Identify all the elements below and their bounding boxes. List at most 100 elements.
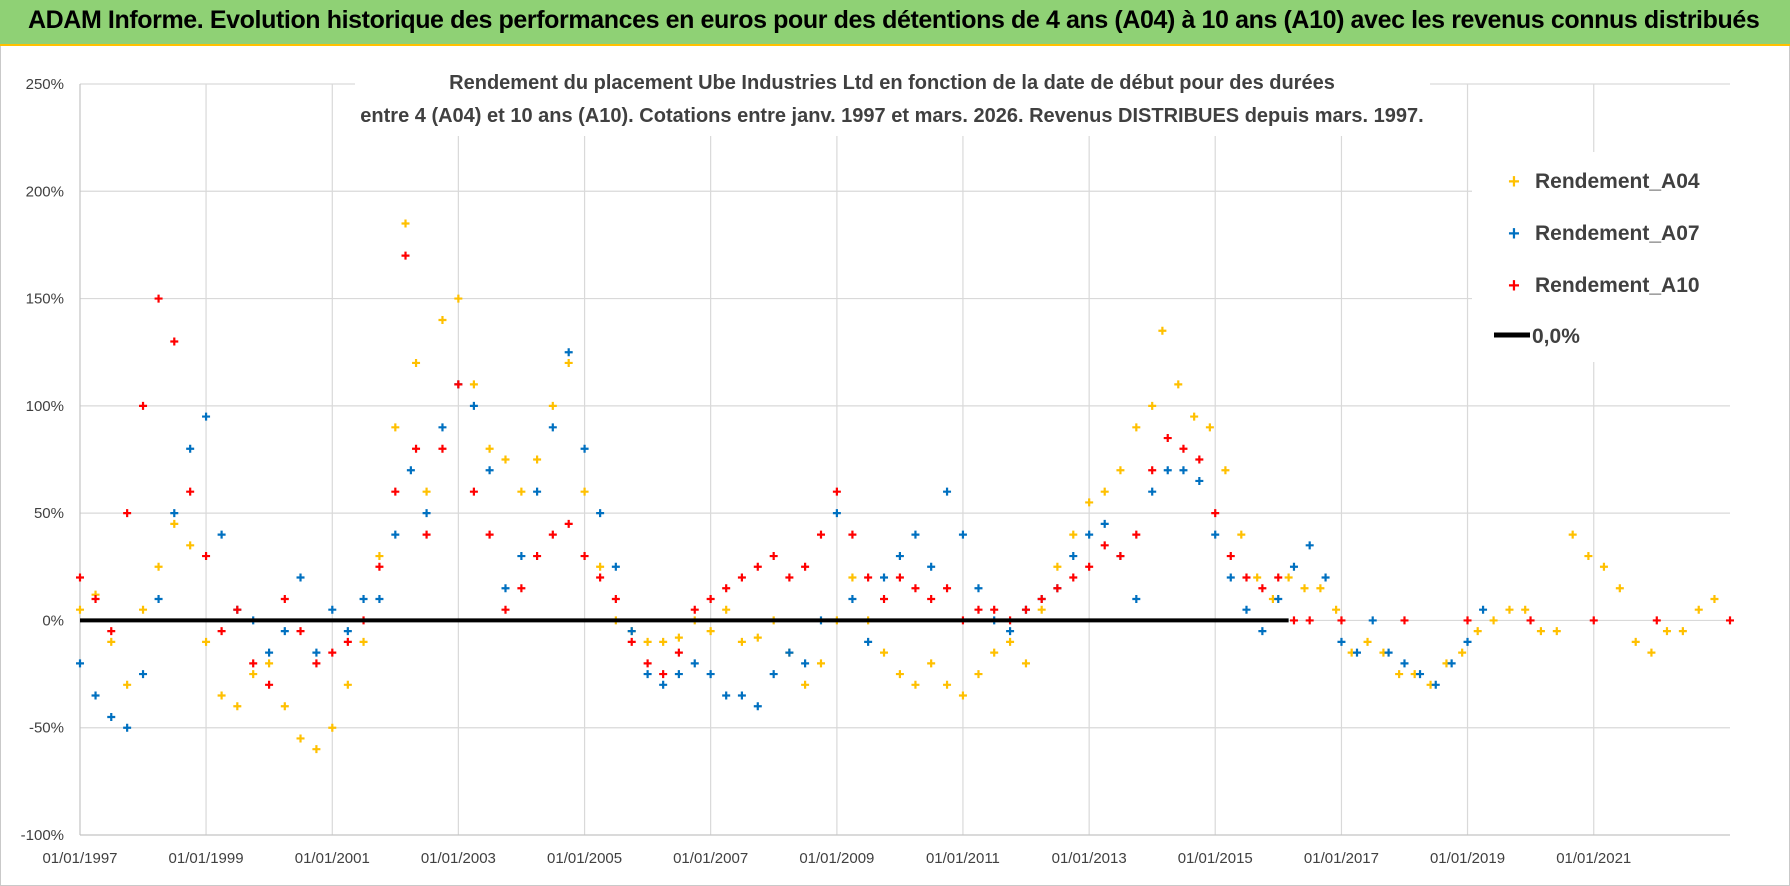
data-point-rendement-a07: [123, 723, 132, 732]
data-point-rendement-a04: [674, 633, 683, 642]
data-point-rendement-a04: [801, 680, 810, 689]
data-point-rendement-a04: [186, 541, 195, 550]
data-point-rendement-a10: [107, 627, 116, 636]
data-point-rendement-a07: [1226, 573, 1235, 582]
data-point-rendement-a10: [1274, 573, 1283, 582]
data-point-rendement-a04: [1568, 530, 1577, 539]
data-point-rendement-a04: [154, 562, 163, 571]
data-point-rendement-a07: [659, 680, 668, 689]
data-point-rendement-a07: [312, 648, 321, 657]
data-point-rendement-a07: [202, 412, 211, 421]
data-point-rendement-a10: [596, 573, 605, 582]
data-point-rendement-a10: [580, 552, 589, 561]
data-point-rendement-a04: [1473, 627, 1482, 636]
data-point-rendement-a04: [438, 316, 447, 325]
data-point-rendement-a07: [406, 466, 415, 475]
data-point-rendement-a04: [1536, 627, 1545, 636]
data-point-rendement-a04: [990, 648, 999, 657]
data-point-rendement-a04: [1599, 562, 1608, 571]
data-point-rendement-a04: [469, 380, 478, 389]
data-point-rendement-a10: [643, 659, 652, 668]
data-point-rendement-a10: [1242, 573, 1251, 582]
data-point-rendement-a10: [312, 659, 321, 668]
data-point-rendement-a07: [1416, 670, 1425, 679]
data-point-rendement-a07: [438, 423, 447, 432]
data-point-rendement-a10: [1526, 616, 1535, 625]
data-point-rendement-a07: [265, 648, 274, 657]
data-point-rendement-a07: [1148, 487, 1157, 496]
data-point-rendement-a04: [848, 573, 857, 582]
data-point-rendement-a04: [1205, 423, 1214, 432]
chart-title-box: Rendement du placement Ube Industries Lt…: [355, 62, 1430, 136]
data-point-rendement-a07: [1431, 680, 1440, 689]
data-point-rendement-a10: [1195, 455, 1204, 464]
data-point-rendement-a07: [1100, 519, 1109, 528]
data-point-rendement-a04: [107, 637, 116, 646]
data-point-rendement-a07: [170, 509, 179, 518]
x-tick-label: 01/01/2005: [547, 850, 622, 867]
legend-marker-a07: +: [1508, 223, 1520, 245]
data-point-rendement-a07: [596, 509, 605, 518]
data-point-rendement-a10: [1337, 616, 1346, 625]
data-point-rendement-a04: [1190, 412, 1199, 421]
data-point-rendement-a10: [816, 530, 825, 539]
data-point-rendement-a07: [1211, 530, 1220, 539]
data-point-rendement-a04: [139, 605, 148, 614]
data-point-rendement-a10: [328, 648, 337, 657]
data-point-rendement-a04: [958, 691, 967, 700]
data-point-rendement-a07: [533, 487, 542, 496]
data-point-rendement-a07: [485, 466, 494, 475]
data-point-rendement-a10: [422, 530, 431, 539]
data-point-rendement-a07: [391, 530, 400, 539]
data-point-rendement-a10: [1085, 562, 1094, 571]
data-point-rendement-a04: [76, 605, 84, 614]
data-point-rendement-a10: [627, 637, 636, 646]
y-tick-label: 200%: [26, 183, 64, 200]
data-point-rendement-a10: [517, 584, 526, 593]
data-point-rendement-a04: [1021, 659, 1030, 668]
data-point-rendement-a04: [328, 723, 337, 732]
data-point-rendement-a04: [217, 691, 226, 700]
data-point-rendement-a10: [438, 444, 447, 453]
data-point-rendement-a07: [753, 702, 762, 711]
data-point-rendement-a07: [564, 348, 573, 357]
data-point-rendement-a10: [1652, 616, 1661, 625]
data-point-rendement-a07: [91, 691, 100, 700]
data-point-rendement-a04: [249, 670, 258, 679]
data-point-rendement-a07: [1400, 659, 1409, 668]
data-point-rendement-a10: [659, 670, 668, 679]
data-point-rendement-a07: [627, 627, 636, 636]
y-tick-label: 150%: [26, 291, 64, 308]
data-point-rendement-a10: [1100, 541, 1109, 550]
x-tick-label: 01/01/2021: [1556, 850, 1631, 867]
x-tick-label: 01/01/2017: [1304, 850, 1379, 867]
legend-label-a07: Rendement_A07: [1535, 222, 1700, 245]
data-point-rendement-a10: [801, 562, 810, 571]
data-point-rendement-a04: [927, 659, 936, 668]
data-point-rendement-a07: [958, 530, 967, 539]
data-point-rendement-a07: [154, 594, 163, 603]
series-rendement-a04: [76, 219, 1719, 754]
data-point-rendement-a04: [1132, 423, 1141, 432]
legend: + Rendement_A04 + Rendement_A07 + Rendem…: [1472, 152, 1740, 362]
data-point-rendement-a07: [1085, 530, 1094, 539]
data-point-rendement-a07: [1242, 605, 1251, 614]
data-point-rendement-a04: [1584, 552, 1593, 561]
data-point-rendement-a04: [1100, 487, 1109, 496]
data-point-rendement-a04: [1552, 627, 1561, 636]
legend-bg: [1472, 152, 1740, 362]
data-point-rendement-a07: [580, 444, 589, 453]
data-point-rendement-a04: [233, 702, 242, 711]
data-point-rendement-a04: [296, 734, 305, 743]
data-point-rendement-a10: [769, 552, 778, 561]
chart-title-line-2: entre 4 (A04) et 10 ans (A10). Cotations…: [360, 105, 1423, 127]
data-point-rendement-a10: [722, 584, 731, 593]
data-point-rendement-a04: [1148, 401, 1157, 410]
data-point-rendement-a07: [895, 552, 904, 561]
data-point-rendement-a04: [548, 401, 557, 410]
data-point-rendement-a04: [501, 455, 510, 464]
data-point-rendement-a07: [722, 691, 731, 700]
data-point-rendement-a10: [1163, 434, 1172, 443]
data-point-rendement-a07: [974, 584, 983, 593]
x-tick-label: 01/01/2009: [799, 850, 874, 867]
